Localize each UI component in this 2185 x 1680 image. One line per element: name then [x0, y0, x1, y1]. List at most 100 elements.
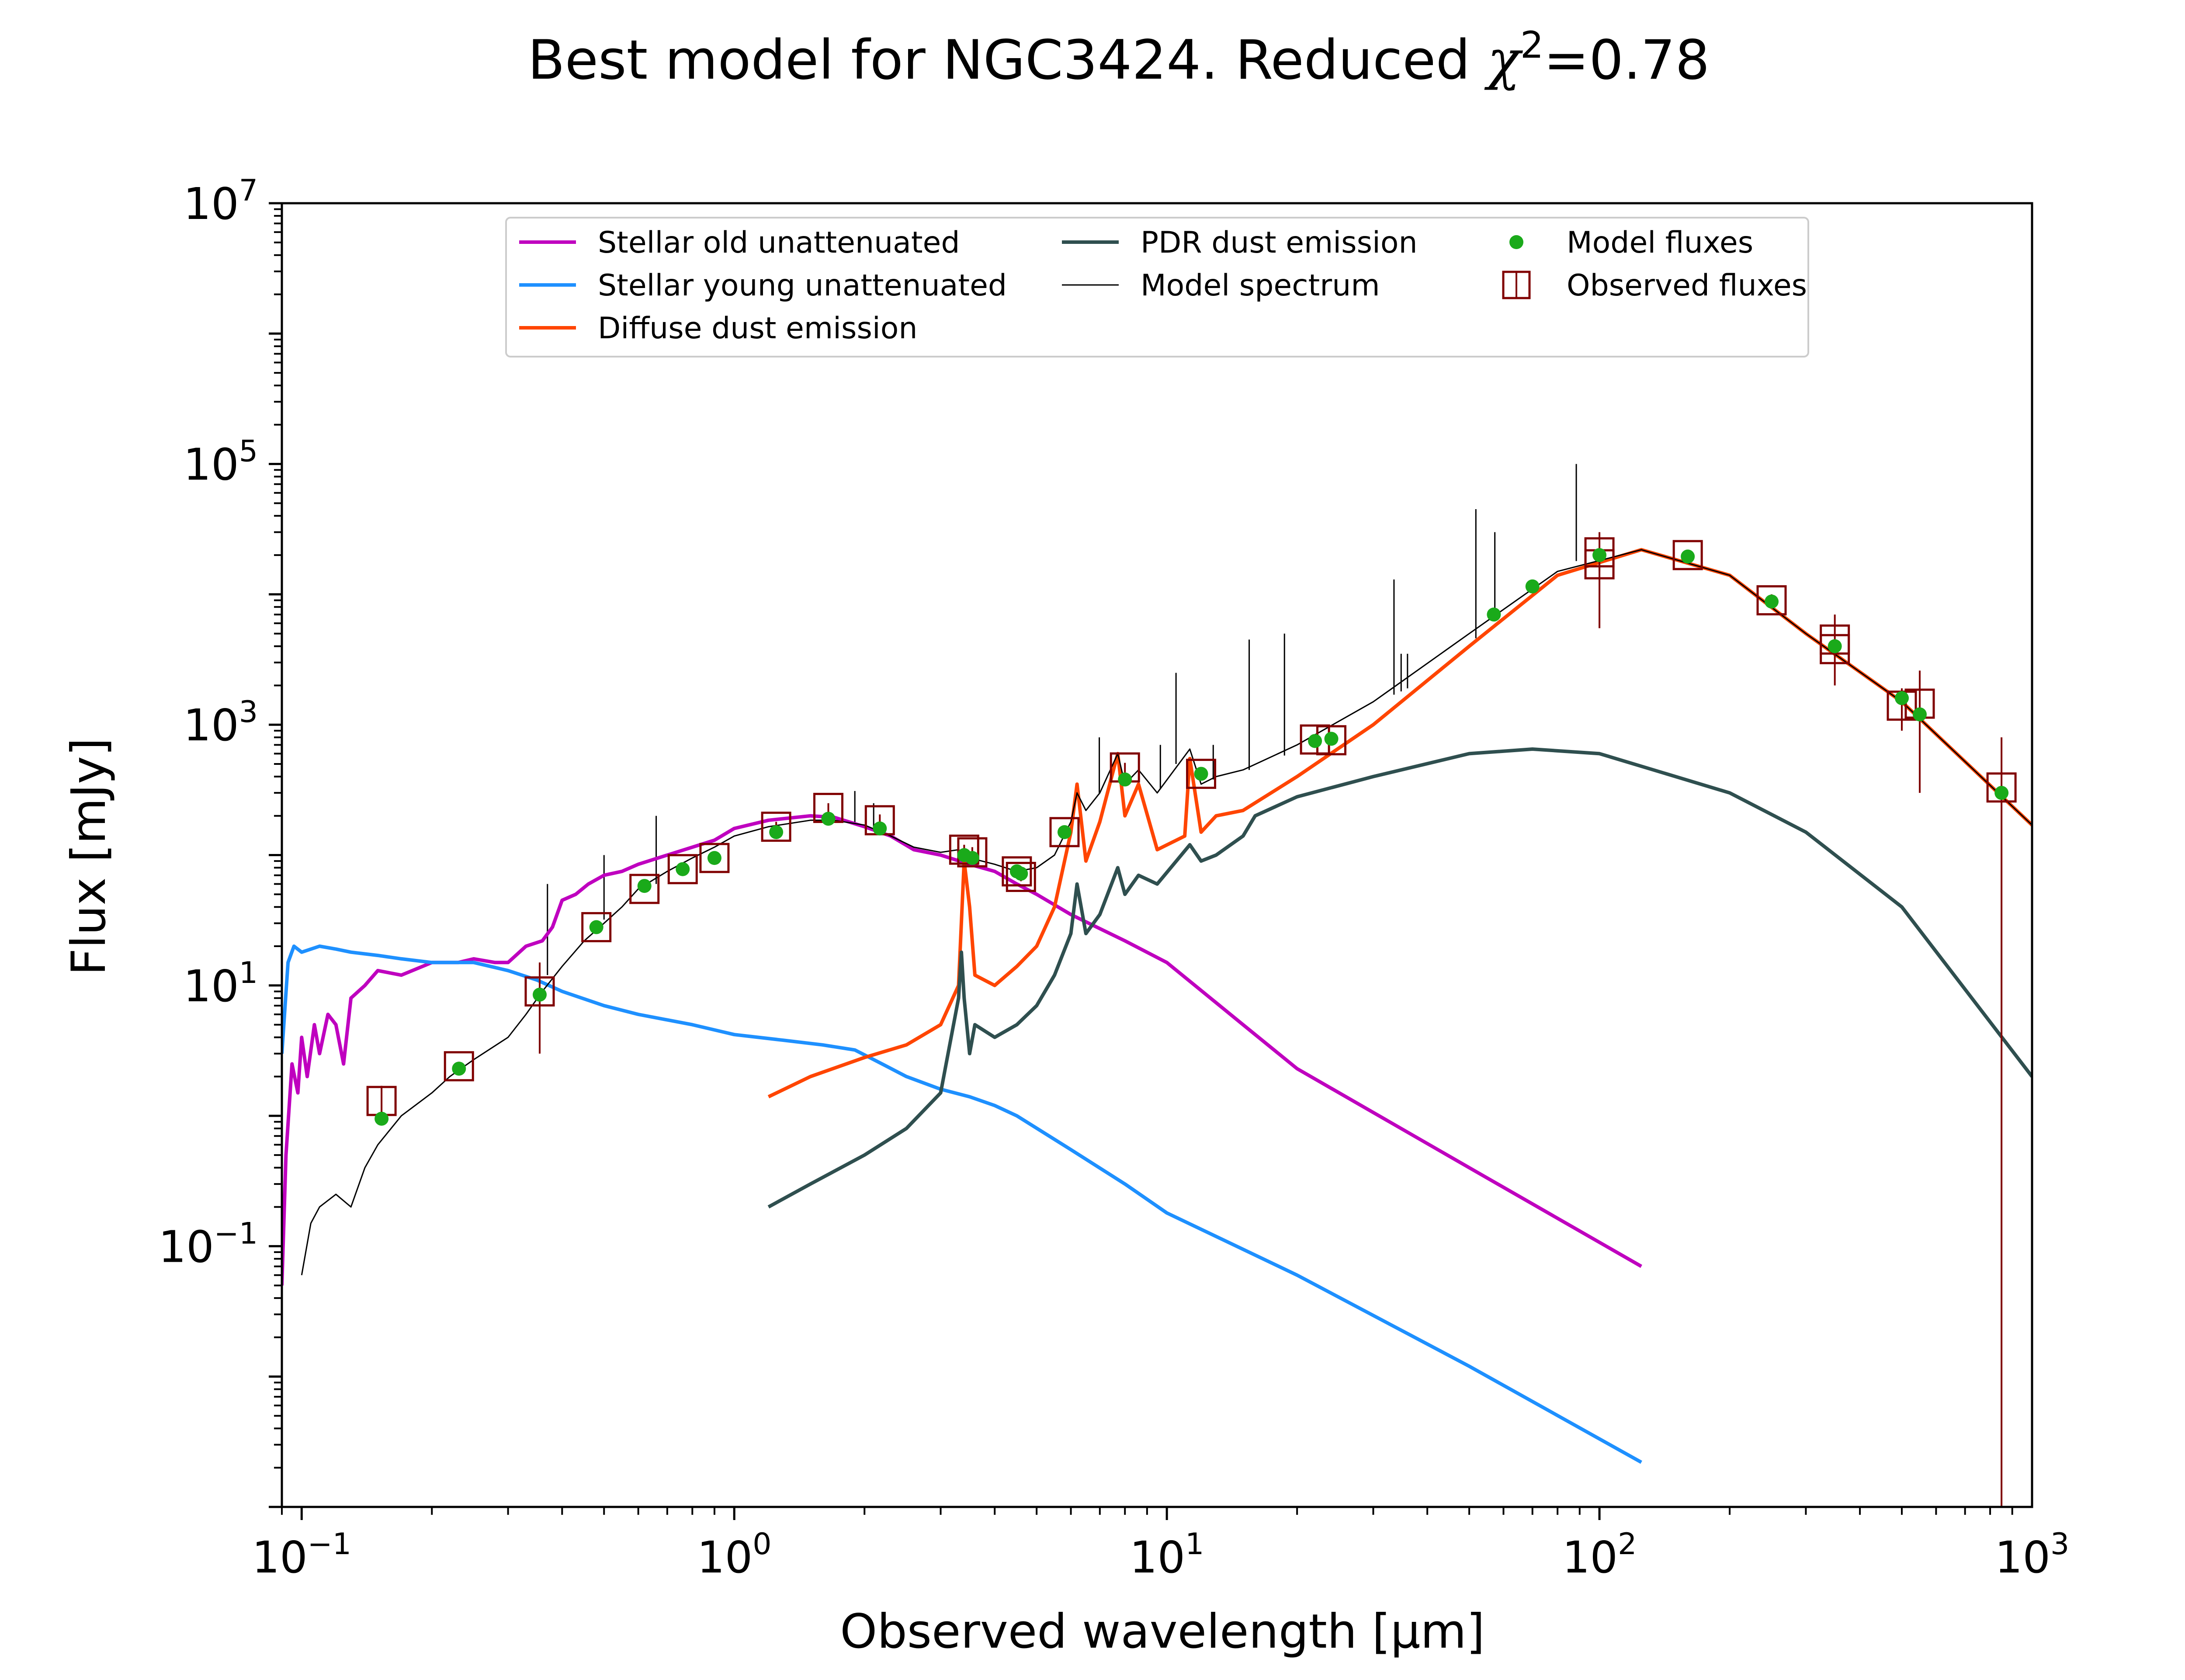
- y-tick-base: 10: [183, 178, 239, 229]
- model-flux-point: [873, 821, 887, 836]
- x-tick-base: 10: [252, 1532, 308, 1583]
- legend-label: Stellar old unattenuated: [598, 226, 960, 260]
- y-tick-label: 103: [183, 695, 258, 751]
- series-stellar-old-unattenuated: [282, 814, 1642, 1286]
- plot-area: 10−1 100 101 102 10310−1101103105107Stellar …: [159, 174, 2070, 1583]
- chart-title-chi: χ: [1484, 29, 1523, 92]
- legend-item-stellar-old-unattenuated: Stellar old unattenuated: [519, 226, 960, 260]
- y-axis-label: Flux [mJy]: [62, 738, 116, 975]
- observed-flux-marker: [1672, 540, 1703, 570]
- observed-flux-marker: [1006, 861, 1036, 892]
- model-flux-point: [1592, 548, 1607, 562]
- x-tick-exponent: 3: [2050, 1527, 2069, 1562]
- model-flux-point: [1525, 579, 1540, 594]
- x-tick-label: 100: [697, 1527, 772, 1583]
- model-flux-point: [965, 851, 979, 865]
- x-axis-label: Observed wavelength [μm]: [840, 1604, 1485, 1659]
- model-flux-point: [1912, 707, 1927, 722]
- observed-flux-marker: [1049, 817, 1080, 847]
- model-flux-point: [676, 862, 690, 876]
- model-flux-point: [1828, 639, 1842, 653]
- model-flux-point: [1194, 767, 1208, 781]
- y-tick-exponent: 5: [239, 434, 258, 469]
- legend-box: [505, 217, 1809, 358]
- observed-flux-marker: [1820, 634, 1850, 664]
- x-tick-label: 101: [1130, 1527, 1204, 1583]
- series-diffuse-dust-emission: [767, 548, 2032, 1099]
- x-tick-exponent: −1: [308, 1527, 351, 1562]
- plot-content: [282, 464, 2032, 1507]
- observed-flux: [1904, 670, 1935, 793]
- observed-flux-marker: [1186, 759, 1217, 789]
- model-flux-point: [1014, 867, 1028, 881]
- legend-label: Model fluxes: [1567, 226, 1753, 260]
- chart-title-exponent: 2: [1520, 24, 1543, 66]
- legend-item-model-fluxes: Model fluxes: [1509, 226, 1753, 260]
- observed-flux-marker: [1756, 585, 1787, 616]
- observed-flux: [1584, 532, 1615, 628]
- chart-title-prefix: Best model for NGC3424. Reduced: [528, 29, 1488, 92]
- x-tick-label: 10−1: [252, 1527, 352, 1583]
- observed-flux-marker: [761, 812, 791, 842]
- y-tick-exponent: 7: [239, 174, 258, 208]
- series-model-spectrum: [301, 549, 2032, 1275]
- model-flux-point: [375, 1111, 389, 1126]
- model-flux-point: [532, 987, 547, 1002]
- model-flux-point: [769, 825, 784, 839]
- legend-label: Stellar young unattenuated: [598, 268, 1007, 303]
- y-tick-base: 10: [159, 1221, 214, 1272]
- legend-swatch-dot: [1509, 235, 1523, 249]
- model-flux-point: [452, 1062, 466, 1076]
- model-flux-point: [1994, 786, 2009, 800]
- model-flux-point: [821, 812, 836, 826]
- y-tick-label: 101: [183, 956, 258, 1012]
- observed-flux: [1986, 737, 2017, 1507]
- legend-item-model-spectrum: Model spectrum: [1062, 268, 1380, 303]
- legend: Stellar old unattenuated Stellar young un…: [505, 217, 1809, 358]
- chart-title-suffix: =0.78: [1543, 29, 1710, 92]
- model-flux-point: [1308, 734, 1322, 748]
- model-flux-point: [1118, 772, 1132, 787]
- model-flux-point: [1057, 825, 1072, 839]
- x-tick-base: 10: [697, 1532, 753, 1583]
- observed-flux-marker: [699, 843, 730, 873]
- y-tick-label: 10−1: [159, 1216, 258, 1272]
- x-tick-base: 10: [1995, 1532, 2050, 1583]
- model-flux-point: [1765, 594, 1779, 609]
- y-tick-exponent: 3: [239, 695, 258, 729]
- x-tick-exponent: 0: [753, 1527, 771, 1562]
- observed-flux-marker: [1002, 856, 1032, 887]
- x-tick-base: 10: [1562, 1532, 1618, 1583]
- legend-label: PDR dust emission: [1141, 226, 1418, 260]
- legend-item-stellar-young-unattenuated: Stellar young unattenuated: [519, 268, 1007, 303]
- legend-label: Observed fluxes: [1567, 268, 1807, 303]
- y-tick-base: 10: [183, 961, 239, 1012]
- series-pdr-dust-emission: [767, 747, 2032, 1209]
- legend-label: Model spectrum: [1141, 268, 1380, 303]
- model-flux-point: [1895, 691, 1909, 705]
- model-flux-point: [707, 851, 721, 865]
- observed-flux-marker: [581, 912, 612, 942]
- observed-flux-marker: [629, 874, 660, 904]
- observed-flux-marker: [949, 834, 979, 865]
- y-tick-base: 10: [183, 700, 239, 751]
- observed-flux: [524, 962, 555, 1054]
- model-flux-point: [637, 879, 652, 893]
- y-tick-label: 107: [183, 174, 258, 229]
- chart-title: Best model for NGC3424. Reduced χ2=0.78: [528, 24, 1710, 92]
- y-tick-exponent: −1: [214, 1216, 258, 1251]
- legend-label: Diffuse dust emission: [598, 311, 917, 346]
- observed-flux-marker: [1986, 772, 2017, 803]
- model-flux-point: [1487, 607, 1501, 622]
- x-tick-exponent: 1: [1185, 1527, 1204, 1562]
- y-tick-exponent: 1: [239, 956, 258, 990]
- y-tick-label: 105: [183, 434, 258, 490]
- observed-flux-marker: [667, 854, 698, 885]
- x-tick-label: 103: [1995, 1527, 2070, 1583]
- x-tick-base: 10: [1130, 1532, 1185, 1583]
- legend-item-pdr-dust-emission: PDR dust emission: [1062, 226, 1418, 260]
- observed-flux-marker: [524, 976, 555, 1007]
- model-flux-point: [1681, 549, 1695, 564]
- series-stellar-young-unattenuated: [282, 944, 1642, 1464]
